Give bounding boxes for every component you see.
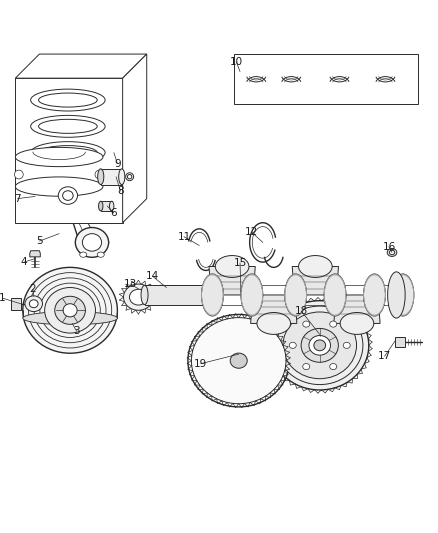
- Polygon shape: [395, 336, 405, 347]
- Ellipse shape: [309, 336, 331, 355]
- Ellipse shape: [14, 170, 23, 179]
- Ellipse shape: [130, 289, 147, 305]
- Ellipse shape: [324, 274, 346, 316]
- Ellipse shape: [283, 312, 357, 379]
- Ellipse shape: [15, 147, 103, 167]
- Text: 18: 18: [295, 306, 308, 316]
- Ellipse shape: [99, 201, 103, 211]
- Text: 9: 9: [114, 159, 121, 168]
- Ellipse shape: [340, 312, 374, 334]
- Ellipse shape: [271, 301, 369, 390]
- Ellipse shape: [110, 201, 114, 211]
- Ellipse shape: [303, 321, 310, 327]
- Ellipse shape: [201, 274, 223, 316]
- Ellipse shape: [191, 318, 286, 403]
- FancyBboxPatch shape: [234, 54, 418, 104]
- Polygon shape: [334, 295, 380, 324]
- Ellipse shape: [289, 342, 296, 349]
- Ellipse shape: [25, 296, 42, 312]
- Text: 5: 5: [36, 236, 43, 246]
- Ellipse shape: [119, 169, 125, 184]
- Ellipse shape: [343, 342, 350, 349]
- Ellipse shape: [303, 364, 310, 370]
- Ellipse shape: [98, 169, 104, 184]
- Ellipse shape: [80, 252, 87, 257]
- Ellipse shape: [257, 312, 290, 334]
- Ellipse shape: [285, 274, 307, 316]
- Polygon shape: [209, 266, 255, 295]
- Text: 12: 12: [245, 228, 258, 237]
- Text: 17: 17: [378, 351, 391, 361]
- Ellipse shape: [55, 296, 85, 324]
- Ellipse shape: [127, 174, 132, 179]
- Ellipse shape: [63, 191, 73, 200]
- Polygon shape: [123, 54, 147, 223]
- Ellipse shape: [392, 274, 414, 316]
- Polygon shape: [292, 266, 339, 295]
- Polygon shape: [101, 201, 112, 211]
- Polygon shape: [30, 251, 40, 257]
- Ellipse shape: [39, 93, 97, 107]
- Text: 2: 2: [29, 284, 36, 294]
- Ellipse shape: [39, 119, 97, 133]
- Text: 16: 16: [382, 242, 396, 252]
- Ellipse shape: [387, 248, 397, 256]
- Ellipse shape: [75, 228, 109, 257]
- Ellipse shape: [299, 255, 332, 278]
- Ellipse shape: [276, 306, 363, 385]
- Ellipse shape: [314, 340, 325, 351]
- Text: 8: 8: [117, 186, 124, 196]
- Ellipse shape: [31, 115, 105, 138]
- Ellipse shape: [15, 177, 103, 196]
- Text: 13: 13: [124, 279, 137, 289]
- Text: 6: 6: [110, 208, 117, 218]
- Ellipse shape: [95, 170, 104, 179]
- Ellipse shape: [45, 287, 95, 333]
- Ellipse shape: [141, 285, 148, 304]
- Text: 7: 7: [14, 193, 21, 204]
- Ellipse shape: [207, 285, 214, 304]
- Ellipse shape: [364, 274, 385, 316]
- Ellipse shape: [388, 272, 405, 318]
- Ellipse shape: [301, 328, 339, 362]
- Ellipse shape: [23, 312, 117, 325]
- Ellipse shape: [63, 304, 77, 317]
- Ellipse shape: [31, 89, 105, 111]
- Text: 15: 15: [233, 258, 247, 268]
- Polygon shape: [251, 295, 297, 324]
- Ellipse shape: [82, 233, 102, 251]
- Text: 4: 4: [21, 257, 28, 267]
- Text: 1: 1: [0, 293, 6, 303]
- Ellipse shape: [23, 268, 117, 353]
- Text: 19: 19: [194, 359, 207, 369]
- Ellipse shape: [188, 314, 290, 407]
- Ellipse shape: [330, 364, 337, 370]
- Ellipse shape: [230, 353, 247, 368]
- Polygon shape: [101, 169, 122, 184]
- Polygon shape: [15, 78, 123, 223]
- Polygon shape: [11, 297, 21, 310]
- Text: 10: 10: [230, 58, 243, 67]
- Ellipse shape: [215, 255, 249, 278]
- Ellipse shape: [29, 300, 38, 308]
- Polygon shape: [145, 285, 210, 304]
- Ellipse shape: [97, 252, 104, 257]
- Text: 11: 11: [177, 232, 191, 242]
- Polygon shape: [15, 54, 147, 78]
- Ellipse shape: [241, 274, 263, 316]
- Ellipse shape: [39, 146, 97, 159]
- Ellipse shape: [124, 284, 153, 310]
- Ellipse shape: [31, 142, 105, 164]
- Ellipse shape: [126, 173, 134, 181]
- Ellipse shape: [330, 321, 337, 327]
- Text: 14: 14: [146, 271, 159, 281]
- Text: 3: 3: [73, 326, 80, 336]
- Ellipse shape: [58, 187, 78, 204]
- Ellipse shape: [389, 251, 395, 255]
- Polygon shape: [160, 285, 184, 290]
